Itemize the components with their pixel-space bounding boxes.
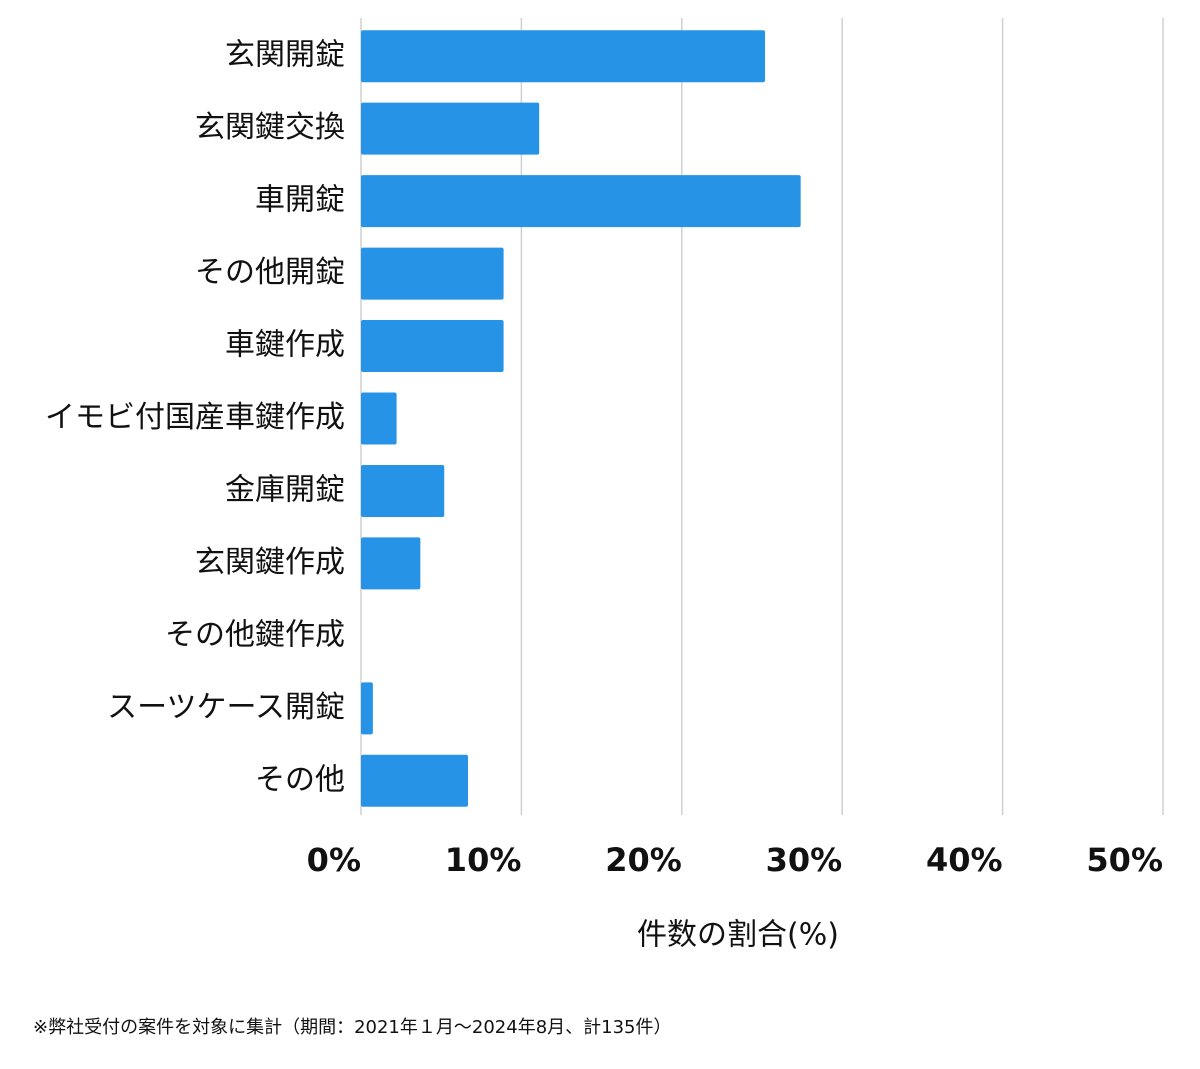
bar — [361, 464, 445, 517]
x-tick-label: 10% — [445, 841, 522, 879]
bar — [361, 247, 504, 300]
x-tick-label: 40% — [926, 841, 1003, 879]
x-tick-label: 50% — [1086, 841, 1163, 879]
y-tick-label: その他鍵作成 — [165, 617, 345, 652]
y-tick-label: 車鍵作成 — [225, 328, 345, 363]
footnote: ※弊社受付の案件を対象に集計（期間：2021年１月～2024年8月、計135件） — [33, 1017, 672, 1038]
x-tick-label: 20% — [605, 841, 682, 879]
y-tick-label: その他 — [255, 762, 345, 797]
bar — [361, 754, 468, 807]
bar — [361, 682, 373, 735]
x-tick-label: 0% — [307, 841, 361, 879]
bar — [361, 175, 801, 228]
y-tick-label: 金庫開錠 — [225, 472, 345, 507]
bar — [361, 102, 540, 155]
y-tick-label: 玄関鍵作成 — [195, 545, 345, 580]
bar — [361, 320, 504, 373]
x-tick-label: 30% — [766, 841, 843, 879]
bar — [361, 537, 421, 590]
bar — [361, 392, 397, 445]
y-tick-label: スーツケース開錠 — [107, 690, 345, 725]
x-axis-title: 件数の割合(%) — [637, 918, 839, 953]
bar — [361, 30, 766, 83]
y-tick-label: 玄関開錠 — [225, 38, 345, 73]
y-tick-label: 車開錠 — [255, 183, 345, 218]
y-tick-label: その他開錠 — [195, 255, 345, 290]
y-tick-label: 玄関鍵交換 — [195, 110, 345, 145]
y-tick-label: イモビ付国産車鍵作成 — [45, 400, 345, 435]
